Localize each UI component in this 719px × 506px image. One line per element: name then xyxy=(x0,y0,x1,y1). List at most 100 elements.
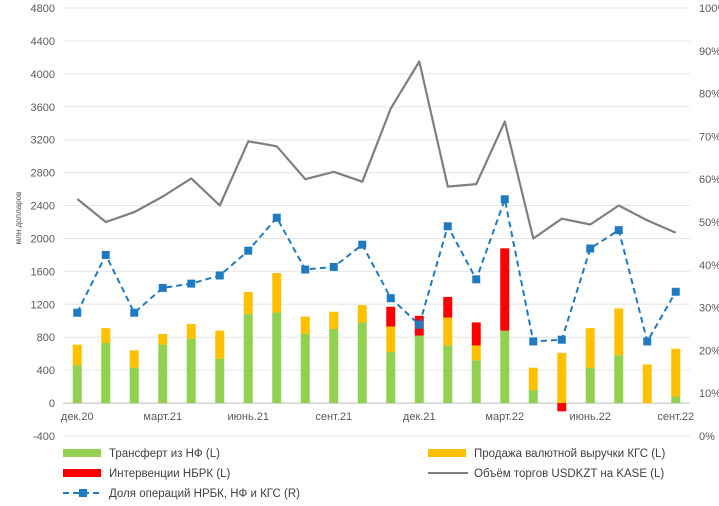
bar xyxy=(158,333,168,345)
x-tick-label: июнь.21 xyxy=(228,411,270,423)
bar xyxy=(272,273,282,313)
bar xyxy=(557,352,567,404)
y-left-tick-label: 3200 xyxy=(31,135,55,147)
bar xyxy=(272,312,282,404)
bar xyxy=(500,330,510,404)
series-marker xyxy=(158,283,167,292)
legend-swatch xyxy=(428,449,466,457)
y-right-tick-label: 100% xyxy=(699,3,719,15)
bar xyxy=(528,389,538,404)
bar xyxy=(357,305,367,323)
series-marker xyxy=(130,308,139,317)
x-tick-label: июнь.22 xyxy=(570,411,612,423)
series-marker xyxy=(329,262,338,271)
y-left-tick-label: 1600 xyxy=(31,266,55,278)
bar xyxy=(72,365,82,404)
bar xyxy=(642,364,652,404)
bar xyxy=(585,367,595,404)
y-left-tick-label: 4800 xyxy=(31,3,55,15)
bar xyxy=(186,324,196,339)
bar xyxy=(300,316,310,334)
x-tick-label: дек.21 xyxy=(403,411,436,423)
series-marker xyxy=(244,246,253,255)
y-right-tick-label: 80% xyxy=(699,89,719,101)
bar xyxy=(557,403,567,412)
bar xyxy=(101,328,111,343)
y-left-tick-label: 800 xyxy=(37,332,55,344)
series-marker xyxy=(614,226,623,235)
bar xyxy=(215,330,225,359)
series-marker xyxy=(101,250,110,259)
series-marker xyxy=(358,240,367,249)
bar xyxy=(243,291,253,315)
axes: -400 0 400 800 1200 1600 2000 2400 2800 3200 3600 4… xyxy=(31,3,719,443)
y-right-tick-label: 40% xyxy=(699,260,719,272)
x-tick-label: сент.21 xyxy=(315,411,352,423)
y-right-tick-label: 0% xyxy=(699,431,715,443)
bar xyxy=(300,333,310,404)
legend-label: Объём торгов USDKZT на KASE (L) xyxy=(474,468,664,480)
bar xyxy=(357,322,367,404)
y-right-tick-label: 60% xyxy=(699,174,719,186)
bar xyxy=(528,367,538,390)
series-line xyxy=(76,60,677,240)
series-marker xyxy=(301,265,310,274)
legend-swatch xyxy=(63,449,101,457)
bar xyxy=(614,355,624,404)
bar xyxy=(386,352,396,404)
y-left-tick-label: 2400 xyxy=(31,201,55,213)
y-left-tick-label: 4400 xyxy=(31,36,55,48)
series-marker xyxy=(500,195,509,204)
y-axis-label: млн долларов xyxy=(14,192,23,245)
bar xyxy=(443,317,453,346)
bar xyxy=(72,344,82,366)
bar xyxy=(614,308,624,356)
series-marker xyxy=(529,337,538,346)
bar xyxy=(471,322,481,346)
bar xyxy=(129,350,139,368)
y-right-tick-label: 10% xyxy=(699,388,719,400)
series-marker xyxy=(187,279,196,288)
y-left-tick-label: 4000 xyxy=(31,69,55,81)
bar xyxy=(414,335,424,404)
series-marker xyxy=(671,287,680,296)
series-marker xyxy=(73,308,82,317)
bar xyxy=(671,348,681,397)
bar xyxy=(471,345,481,361)
bar xyxy=(158,344,168,404)
legend-marker xyxy=(79,489,87,497)
y-right-tick-label: 20% xyxy=(699,345,719,357)
series-marker xyxy=(557,335,566,344)
series-marker xyxy=(415,320,424,329)
series-marker xyxy=(443,222,452,231)
legend-label: Продажа валютной выручки КГС (L) xyxy=(474,448,665,460)
x-tick-label: сент.22 xyxy=(657,411,694,423)
bar xyxy=(129,367,139,404)
y-left-tick-label: 2800 xyxy=(31,168,55,180)
bar xyxy=(500,248,510,331)
bar xyxy=(386,326,396,353)
bar xyxy=(101,342,111,404)
bar xyxy=(585,328,595,368)
y-left-tick-label: 3600 xyxy=(31,102,55,114)
y-left-tick-label: 1200 xyxy=(31,299,55,311)
y-right-tick-label: 50% xyxy=(699,217,719,229)
x-tick-label: дек.20 xyxy=(61,411,94,423)
y-left-tick-label: 2000 xyxy=(31,233,55,245)
y-right-tick-label: 90% xyxy=(699,46,719,58)
series-marker xyxy=(472,275,481,284)
legend-swatch xyxy=(63,469,101,477)
bar xyxy=(186,338,196,404)
bar xyxy=(243,314,253,404)
legend-label: Доля операций НРБК, НФ и КГС (R) xyxy=(109,488,300,500)
y-right-tick-label: 70% xyxy=(699,131,719,143)
line-layer xyxy=(73,60,680,346)
legend-label: Интервенции НБРК (L) xyxy=(109,468,231,480)
x-tick-label: март.22 xyxy=(485,411,524,423)
bar xyxy=(329,329,339,404)
series-marker xyxy=(272,213,281,222)
bar xyxy=(443,296,453,318)
series-marker xyxy=(586,244,595,253)
x-tick-label: март.21 xyxy=(143,411,182,423)
